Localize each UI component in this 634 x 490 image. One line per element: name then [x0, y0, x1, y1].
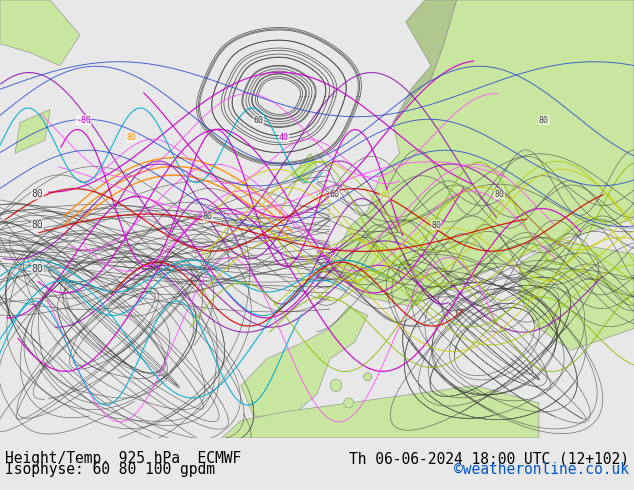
Text: Th 06-06-2024 18:00 UTC (12+102): Th 06-06-2024 18:00 UTC (12+102) [349, 451, 629, 466]
Text: 80: 80 [32, 189, 44, 199]
Text: -80: -80 [76, 116, 91, 124]
Text: Height/Temp. 925 hPa  ECMWF: Height/Temp. 925 hPa ECMWF [5, 451, 242, 466]
Polygon shape [241, 307, 368, 416]
Polygon shape [364, 373, 372, 381]
Polygon shape [222, 386, 539, 438]
Text: 60: 60 [380, 190, 391, 199]
Polygon shape [330, 0, 634, 307]
Text: 80: 80 [127, 133, 137, 142]
Polygon shape [520, 241, 634, 350]
Polygon shape [344, 398, 354, 408]
Polygon shape [330, 379, 342, 392]
Text: 80: 80 [203, 212, 213, 221]
Text: 80: 80 [32, 264, 44, 273]
Text: 60: 60 [330, 190, 340, 199]
Polygon shape [393, 0, 456, 122]
Polygon shape [15, 109, 50, 153]
Polygon shape [0, 0, 80, 66]
Text: 80: 80 [539, 116, 549, 124]
Text: 80: 80 [431, 221, 441, 230]
Text: ©weatheronline.co.uk: ©weatheronline.co.uk [454, 462, 629, 477]
Text: 60: 60 [254, 116, 264, 124]
Text: 40: 40 [279, 133, 289, 142]
Text: 80: 80 [32, 220, 44, 230]
Polygon shape [292, 153, 317, 184]
Text: 80: 80 [495, 190, 505, 199]
Text: Isophyse: 60 80 100 gpdm: Isophyse: 60 80 100 gpdm [5, 462, 215, 477]
